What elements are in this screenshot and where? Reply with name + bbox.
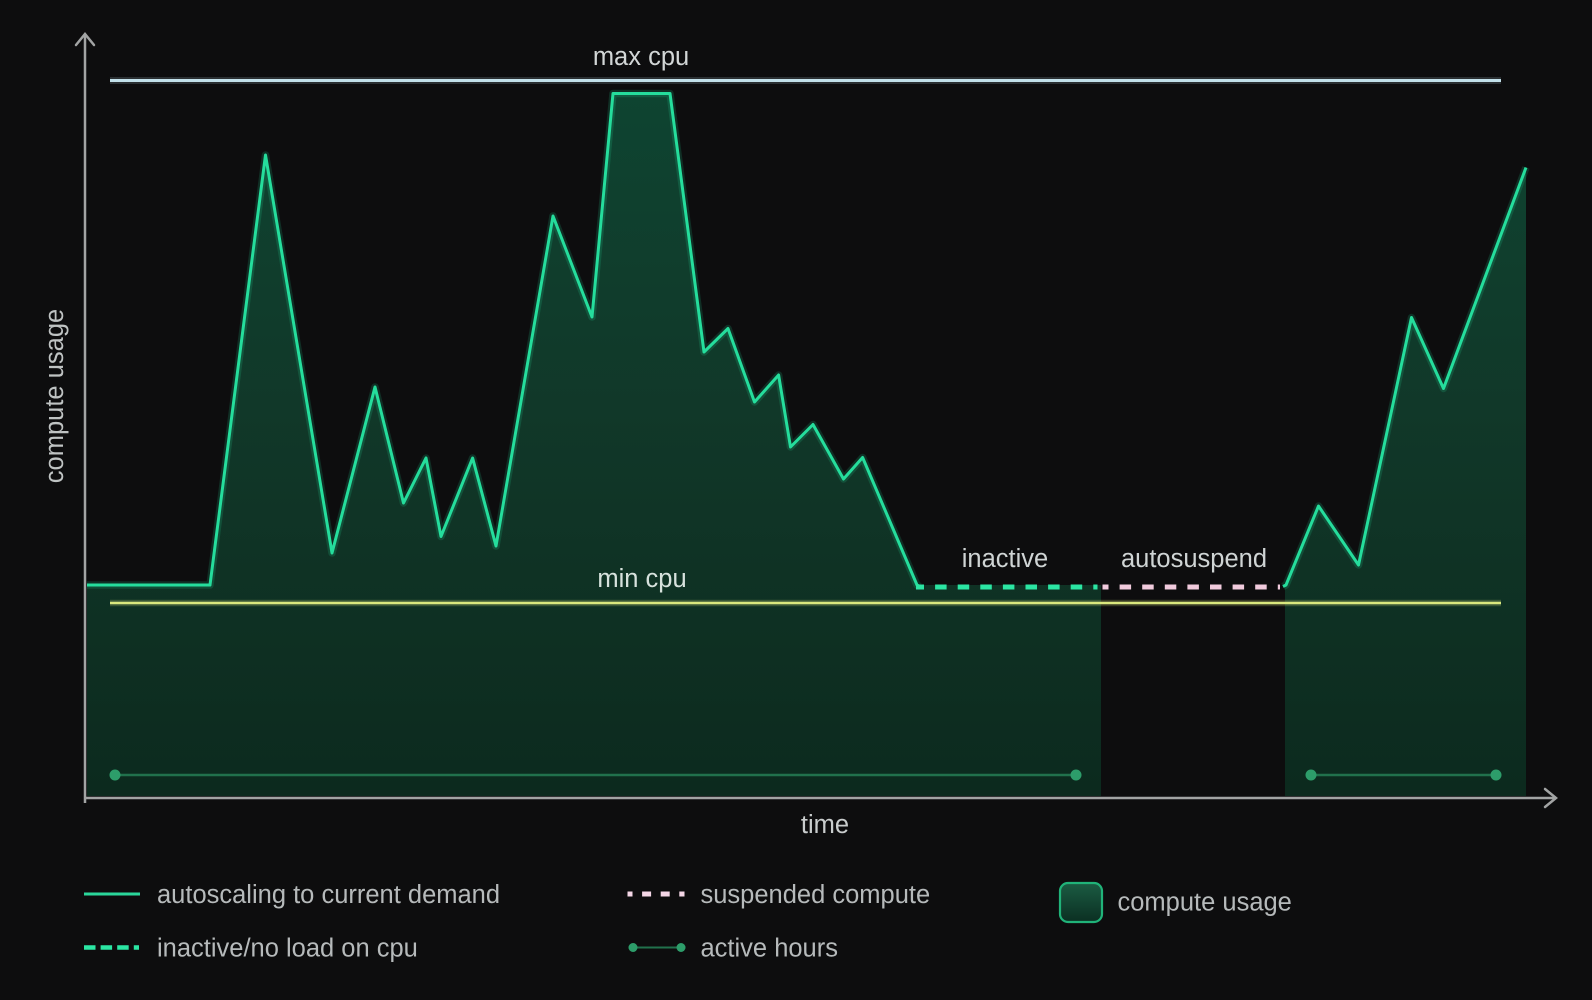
svg-text:autoscaling to current demand: autoscaling to current demand bbox=[157, 881, 500, 909]
svg-text:suspended compute: suspended compute bbox=[701, 881, 931, 909]
svg-text:time: time bbox=[801, 811, 849, 839]
svg-text:max cpu: max cpu bbox=[593, 43, 689, 71]
svg-text:inactive: inactive bbox=[962, 545, 1048, 573]
svg-text:active hours: active hours bbox=[701, 935, 839, 963]
svg-text:compute usage: compute usage bbox=[41, 309, 69, 483]
svg-text:min cpu: min cpu bbox=[597, 565, 686, 593]
svg-text:compute usage: compute usage bbox=[1118, 889, 1292, 917]
svg-text:inactive/no load on cpu: inactive/no load on cpu bbox=[157, 935, 418, 963]
svg-text:autosuspend: autosuspend bbox=[1121, 545, 1267, 573]
